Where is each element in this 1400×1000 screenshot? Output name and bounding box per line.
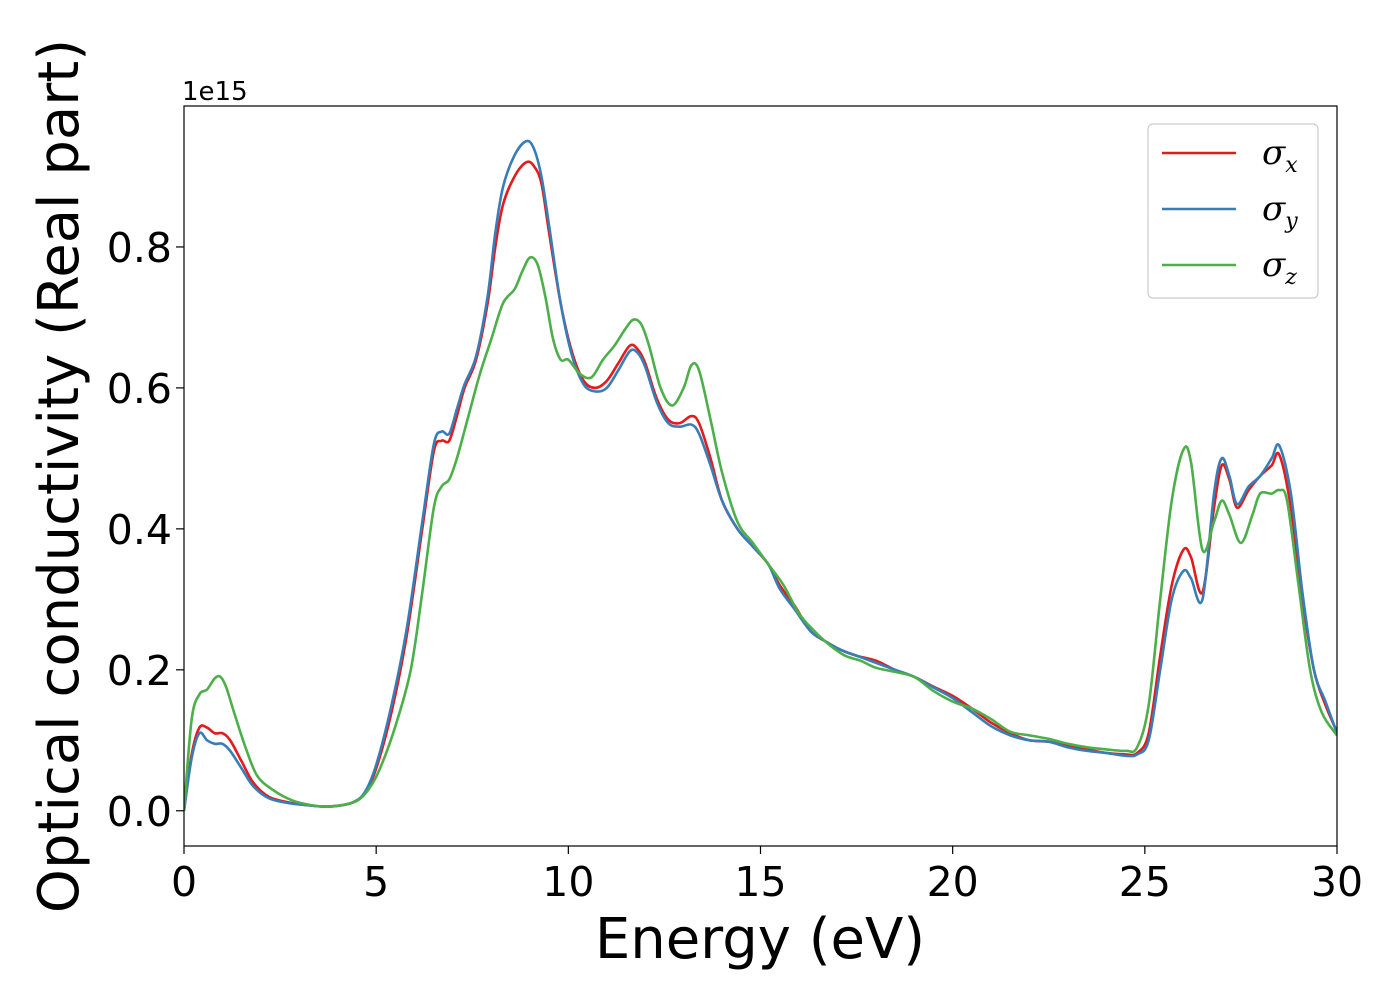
- legend-label-y: σy: [1262, 189, 1298, 234]
- legend-label-z: σz: [1262, 245, 1297, 290]
- x-axis-ticks: 0 5 10 15 20 25 30: [171, 846, 1363, 906]
- x-tick-label: 15: [734, 858, 786, 906]
- x-tick-label: 5: [363, 858, 389, 906]
- series-layer: [184, 139, 1337, 811]
- y-tick-label: 0.2: [107, 647, 172, 695]
- legend: σx σy σz: [1147, 123, 1319, 299]
- series-line-y: [184, 139, 1337, 811]
- y-tick-label: 0.8: [107, 224, 172, 272]
- legend-label-x: σx: [1262, 133, 1298, 178]
- x-tick-label: 10: [542, 858, 594, 906]
- y-tick-label: 0.4: [107, 506, 172, 554]
- x-tick-label: 20: [927, 858, 979, 906]
- legend-box: [1147, 123, 1319, 299]
- x-tick-label: 30: [1311, 858, 1363, 906]
- series-line-z: [184, 255, 1337, 811]
- x-axis-label: Energy (eV): [595, 907, 925, 972]
- y-axis-label: Optical conductivity (Real part): [27, 39, 92, 913]
- x-tick-label: 0: [171, 858, 197, 906]
- x-tick-label: 25: [1119, 858, 1171, 906]
- y-tick-label: 0.6: [107, 365, 172, 413]
- y-tick-label: 0.0: [107, 788, 172, 836]
- y-axis-ticks: 0.0 0.2 0.4 0.6 0.8: [107, 224, 184, 836]
- y-offset-text: 1e15: [182, 77, 248, 107]
